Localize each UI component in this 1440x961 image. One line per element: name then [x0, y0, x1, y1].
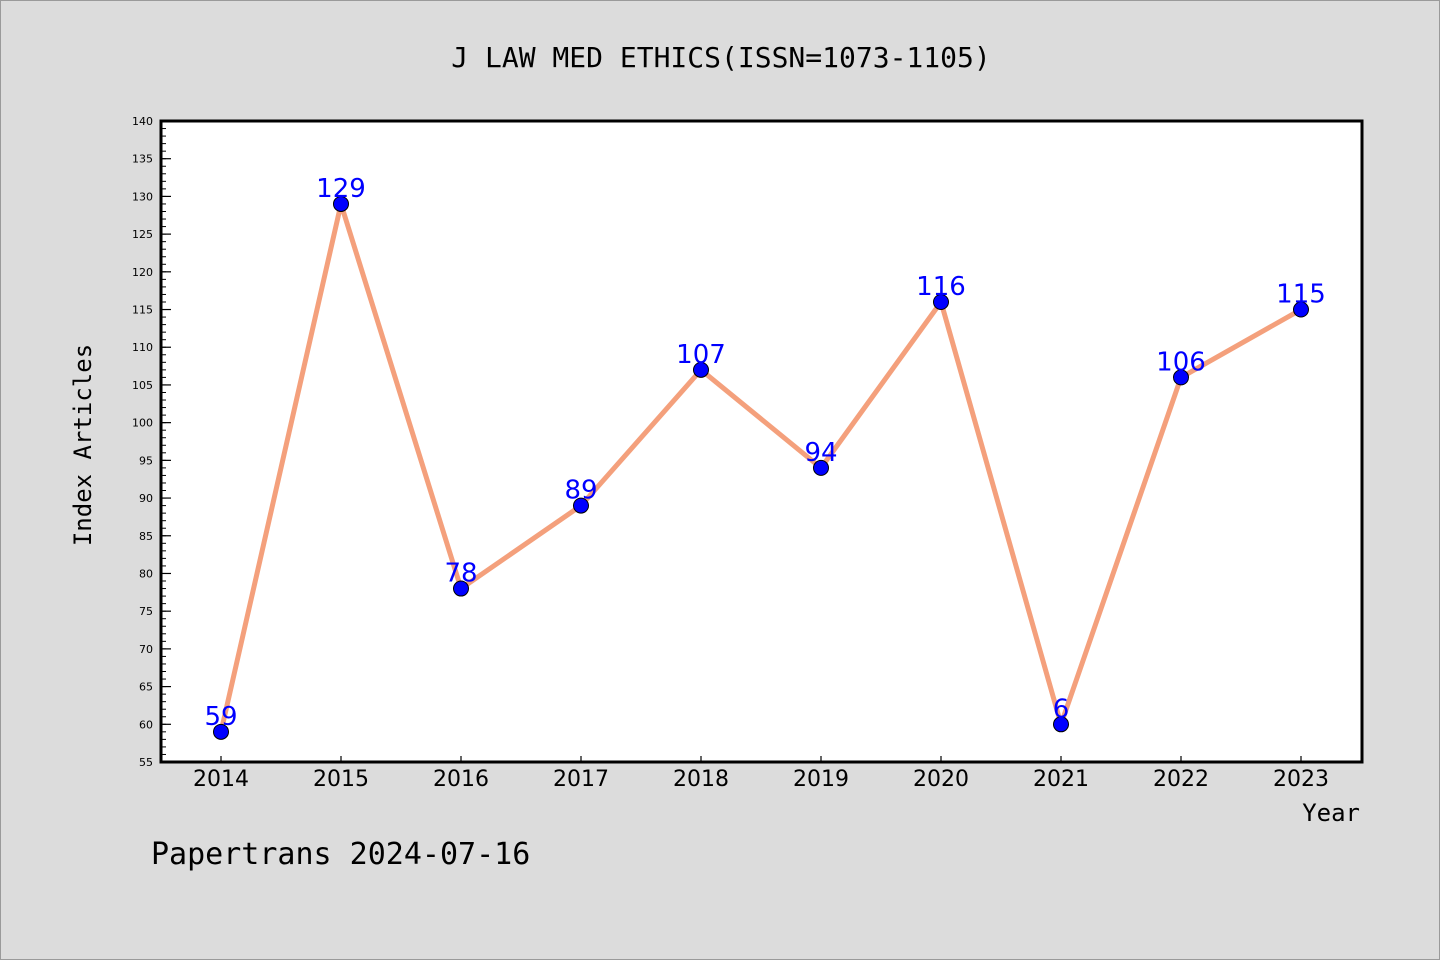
y-tick-label: 110 [132, 341, 153, 354]
watermark-text: Papertrans 2024-07-16 [151, 837, 530, 872]
data-label: 107 [676, 340, 726, 370]
data-point [573, 497, 589, 514]
y-tick-label: 120 [132, 266, 153, 279]
y-tick-label: 90 [139, 492, 153, 505]
x-tick-label: 2019 [793, 767, 849, 792]
x-tick-label: 2018 [673, 767, 729, 792]
data-point [1293, 301, 1309, 318]
data-label: 94 [804, 438, 837, 468]
chart-title: J LAW MED ETHICS(ISSN=1073-1105) [451, 41, 990, 74]
y-tick-label: 85 [139, 530, 153, 543]
y-axis: 55 60 65 70 75 80 85 90 95 100 105 110 115 120 125 130 1… [132, 115, 171, 769]
y-tick-label: 95 [139, 454, 153, 467]
x-tick-label: 2017 [553, 767, 609, 792]
x-tick-label: 2022 [1153, 767, 1209, 792]
y-tick-label: 65 [139, 681, 153, 694]
y-tick-label: 100 [132, 417, 153, 430]
data-label: 129 [316, 174, 366, 204]
data-label: 115 [1276, 280, 1326, 310]
data-label: 116 [916, 272, 966, 302]
x-tick-label: 2016 [433, 767, 489, 792]
data-point [1173, 369, 1189, 386]
y-tick-label: 55 [139, 756, 153, 769]
y-tick-label: 70 [139, 643, 153, 656]
x-tick-label: 2014 [193, 767, 249, 792]
data-point [693, 361, 709, 378]
y-tick-label: 115 [132, 304, 153, 317]
x-tick-label: 2021 [1033, 767, 1089, 792]
y-tick-label: 135 [132, 153, 153, 166]
x-axis-label: Year [1302, 799, 1360, 827]
data-point [453, 580, 469, 597]
y-tick-label: 130 [132, 190, 153, 203]
y-tick-label: 140 [132, 115, 153, 128]
y-axis-label: Index Articles [69, 344, 97, 546]
x-tick-label: 2015 [313, 767, 369, 792]
data-label: 78 [444, 559, 477, 589]
series-polyline [218, 201, 1303, 733]
data-label: 106 [1156, 347, 1206, 377]
data-point [333, 195, 349, 212]
plot-area [159, 119, 1364, 764]
data-label: 89 [564, 476, 597, 506]
data-point [213, 723, 229, 740]
data-point [1053, 716, 1069, 733]
y-tick-label: 80 [139, 567, 153, 580]
y-tick-label: 105 [132, 379, 153, 392]
y-tick-label: 125 [132, 228, 153, 241]
data-labels: 59 129 78 89 107 94 116 6 106 115 [204, 174, 1325, 732]
data-label: 6 [1053, 694, 1070, 724]
series-line [218, 201, 1303, 733]
x-tick-label: 2020 [913, 767, 969, 792]
data-point [933, 293, 949, 310]
x-axis: 2014 2015 2016 2017 2018 2019 2020 2021 2022 2023 [193, 756, 1329, 792]
data-label: 59 [204, 702, 237, 732]
y-tick-label: 60 [139, 718, 153, 731]
series-points [213, 195, 1309, 740]
data-point [813, 459, 829, 476]
y-tick-label: 75 [139, 605, 153, 618]
x-tick-label: 2023 [1273, 767, 1329, 792]
